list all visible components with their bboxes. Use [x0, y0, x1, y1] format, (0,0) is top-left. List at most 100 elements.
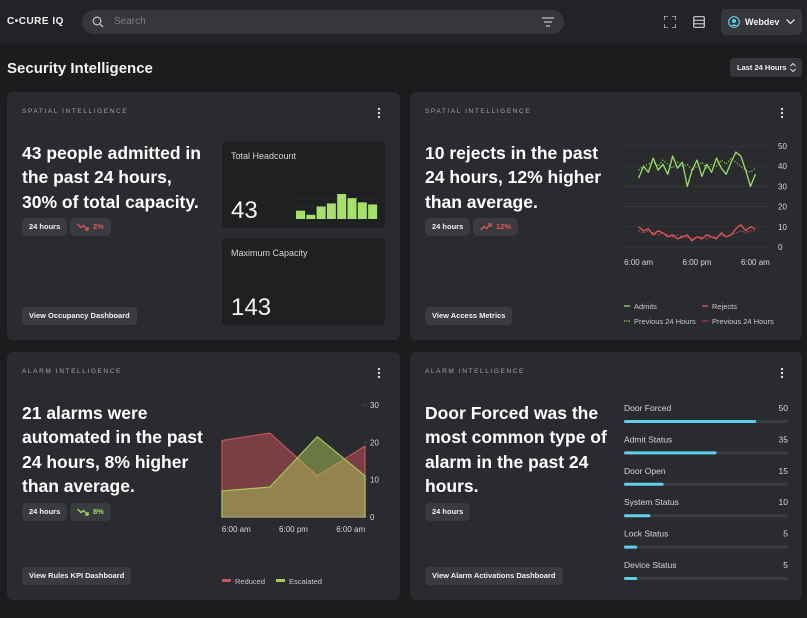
- more-menu[interactable]: [779, 367, 785, 379]
- search-box[interactable]: Search: [82, 10, 564, 34]
- headline: 10 rejects in the past 24 hours, 12% hig…: [425, 141, 601, 214]
- period-tag: 24 hours: [425, 503, 471, 521]
- bar: [296, 210, 305, 219]
- layout-icon[interactable]: [693, 16, 705, 28]
- bar-value: 5: [783, 560, 788, 570]
- legend-label: Rejects: [712, 302, 737, 311]
- bar-value: 5: [783, 529, 788, 539]
- dashboard-button[interactable]: View Occupancy Dashboard: [22, 307, 137, 325]
- bar-value: 15: [779, 466, 789, 476]
- y-tick-label: 10: [778, 223, 787, 232]
- y-tick-label: 40: [778, 162, 787, 171]
- bar-track: [624, 545, 788, 549]
- headline-line: 21 alarms were: [22, 403, 148, 423]
- menu-dot: [780, 375, 784, 379]
- stat-label: Total Headcount: [231, 151, 297, 161]
- dashboard-button[interactable]: View Rules KPI Dashboard: [22, 567, 132, 585]
- y-tick-label: 30: [778, 182, 787, 191]
- series-line: [638, 230, 756, 240]
- change-value: 2%: [93, 222, 104, 231]
- capacity-box: Maximum Capacity 143: [222, 238, 385, 325]
- change-tag: 8%: [70, 503, 111, 521]
- change-value: 8%: [93, 507, 104, 516]
- bar: [624, 482, 664, 486]
- x-tick-label: 6:00 pm: [683, 258, 712, 267]
- bar: [306, 214, 316, 219]
- x-tick-label: 6:00 am: [741, 258, 770, 267]
- headline-line: the past 24 hours,: [22, 167, 172, 188]
- search-placeholder: Search: [114, 16, 146, 27]
- trend-arrow: [77, 508, 89, 516]
- menu-dot: [377, 367, 381, 371]
- legend-label: Escalated: [289, 577, 322, 586]
- more-menu[interactable]: [779, 107, 785, 119]
- legend-label: Admits: [634, 302, 657, 311]
- headline-line: Door Forced was the: [425, 403, 599, 423]
- headline-line: 24 hours, 8% higher: [22, 451, 189, 472]
- period-tag: 24 hours: [425, 218, 471, 236]
- bar-label: Door Open: [624, 466, 666, 476]
- filter-icon[interactable]: [542, 17, 554, 27]
- more-menu[interactable]: [376, 107, 382, 119]
- bar: [624, 545, 638, 549]
- logo[interactable]: C•CURE IQ: [7, 16, 64, 27]
- trend-arrow: [77, 223, 89, 231]
- x-tick-label: 6:00 am: [222, 525, 251, 534]
- range-select[interactable]: Last 24 Hours: [730, 58, 802, 77]
- y-tick-label: 30: [370, 401, 379, 410]
- headcount-trend: [296, 194, 380, 219]
- alarms-card: ALARM INTELLIGENCE 21 alarms were automa…: [7, 352, 400, 600]
- bar-label: Door Forced: [624, 403, 672, 413]
- series-line: [637, 151, 757, 188]
- dashboard-button[interactable]: View Access Metrics: [425, 307, 513, 325]
- period-tag: 24 hours: [22, 503, 68, 521]
- change-tag: 2%: [70, 218, 111, 236]
- bar: [624, 514, 651, 518]
- legend-label: Reduced: [235, 577, 265, 586]
- legend-swatch: [222, 579, 231, 582]
- dashboard-button[interactable]: View Alarm Activations Dashboard: [425, 567, 563, 585]
- user-menu[interactable]: Webdev: [721, 9, 802, 35]
- change-tag: 12%: [473, 218, 519, 236]
- more-menu[interactable]: [376, 367, 382, 379]
- stat-value: 143: [231, 294, 272, 321]
- bar: [347, 198, 357, 219]
- occupancy-card: SPATIAL INTELLIGENCE 43 people admitted …: [7, 92, 400, 340]
- y-tick-label: 50: [778, 142, 787, 151]
- bar-value: 10: [779, 497, 789, 507]
- access-card: SPATIAL INTELLIGENCE 10 rejects in the p…: [410, 92, 802, 340]
- card-label: ALARM INTELLIGENCE: [22, 368, 122, 375]
- y-tick-label: 0: [778, 243, 783, 252]
- bar: [316, 206, 326, 219]
- line-chart: 0 10 20 30 40 50 6:00 am 6:00 pm 6:00 am Admits Re…: [624, 142, 787, 326]
- bar: [357, 202, 367, 219]
- headline: 21 alarms were automated in the past 24 …: [22, 401, 203, 498]
- x-tick-label: 6:00 pm: [279, 525, 308, 534]
- period-tag: 24 hours: [22, 218, 68, 236]
- avatar-icon: [728, 16, 740, 28]
- headline-line: most common type of: [425, 427, 607, 448]
- x-tick-label: 6:00 am: [624, 258, 653, 267]
- fullscreen-icon[interactable]: [664, 16, 676, 28]
- user-name: Webdev: [745, 17, 780, 27]
- menu-dot: [377, 115, 381, 119]
- change-value: 12%: [496, 222, 512, 231]
- chevron-icon: [786, 19, 795, 25]
- bar: [326, 203, 336, 219]
- headline-line: automated in the past: [22, 427, 203, 448]
- bar: [624, 451, 717, 455]
- headline-line: 30% of total capacity.: [22, 191, 199, 212]
- menu-dot: [780, 107, 784, 111]
- sort-icon: [790, 63, 796, 72]
- trend-arrow: [480, 223, 492, 231]
- headline-line: 24 hours, 12% higher: [425, 167, 602, 188]
- menu-dot: [780, 367, 784, 371]
- series-line: [638, 224, 756, 242]
- menu-dot: [377, 375, 381, 379]
- headline-line: 10 rejects in the past: [425, 143, 599, 163]
- menu-dot: [780, 371, 784, 375]
- headline: 43 people admitted in the past 24 hours,…: [22, 141, 201, 214]
- headline-line: than average.: [425, 191, 538, 212]
- legend-swatch: [276, 579, 285, 582]
